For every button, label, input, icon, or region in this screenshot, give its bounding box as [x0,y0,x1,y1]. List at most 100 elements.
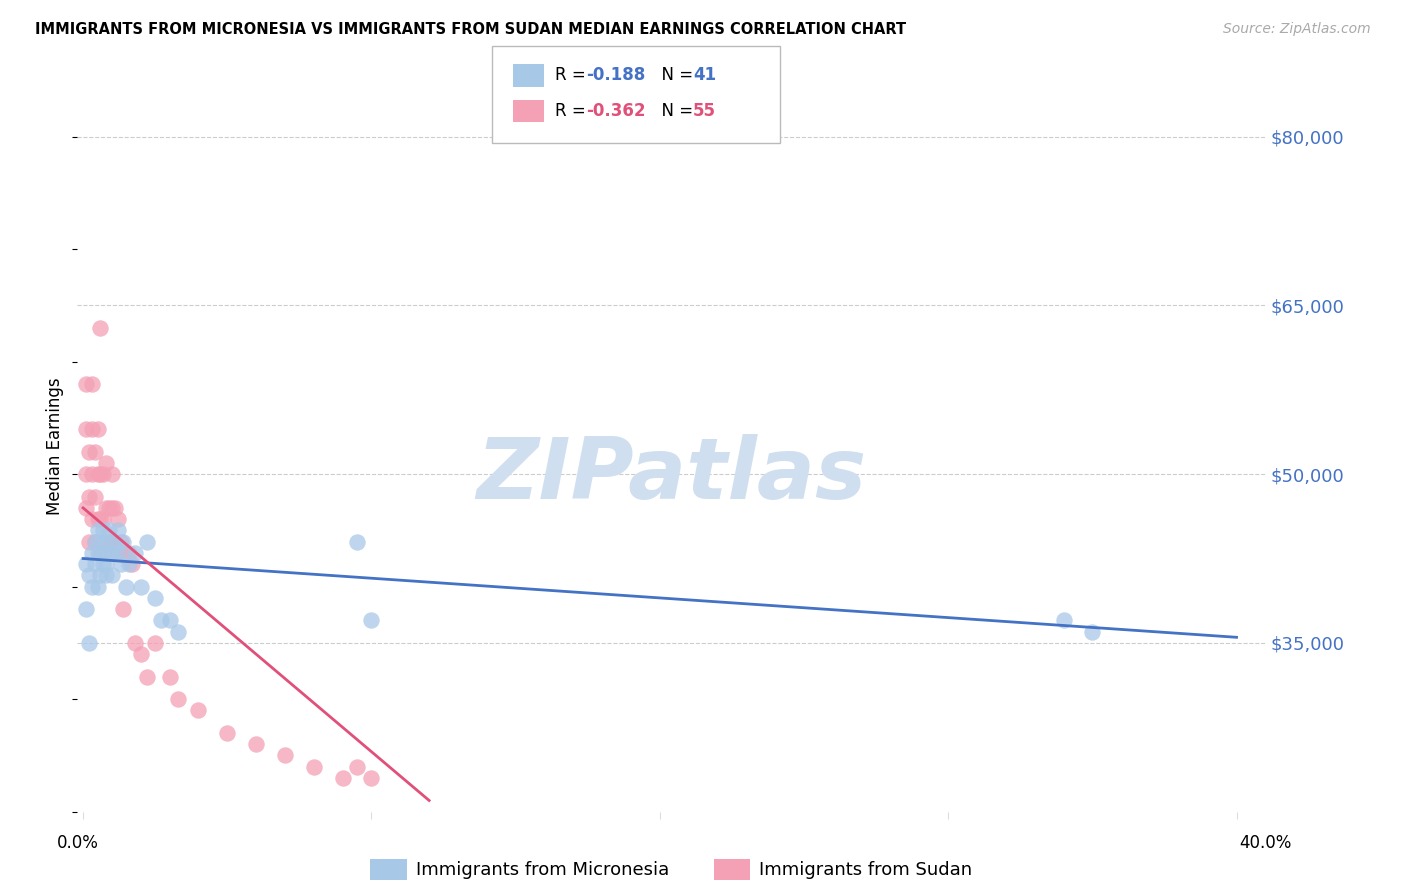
Point [75,467,97,482]
Point [80,580,103,594]
Point [89,568,111,582]
Point [83,534,105,549]
Point [332,771,354,785]
Point [112,602,135,616]
Point [167,692,190,706]
Point [91,512,114,526]
Point [77,444,100,458]
Point [124,546,146,560]
Point [101,500,124,515]
Point [98,500,121,515]
Point [98,546,121,560]
Point [98,534,121,549]
Point [167,624,190,639]
Point [96,534,118,549]
Point [86,422,108,436]
Point [75,602,97,616]
Point [110,557,132,571]
Point [91,467,114,482]
Point [96,568,118,582]
Point [75,422,97,436]
Point [110,534,132,549]
Point [135,534,157,549]
Point [83,490,105,504]
Point [104,534,127,549]
Point [346,760,368,774]
Text: Source: ZipAtlas.com: Source: ZipAtlas.com [1223,22,1371,37]
Point [77,490,100,504]
Point [129,647,152,661]
Point [112,534,135,549]
Point [86,580,108,594]
Point [80,377,103,392]
Point [245,737,267,751]
Legend: Immigrants from Micronesia, Immigrants from Sudan: Immigrants from Micronesia, Immigrants f… [363,852,980,887]
Point [187,703,209,717]
Point [80,546,103,560]
Point [129,580,152,594]
Text: R =: R = [555,66,592,85]
Point [80,422,103,436]
Point [107,546,129,560]
Point [101,534,124,549]
Point [143,591,166,605]
Point [101,467,124,482]
Point [77,568,100,582]
Point [75,377,97,392]
Point [346,534,368,549]
Point [124,636,146,650]
Point [121,557,143,571]
Text: 41: 41 [693,66,716,85]
Point [101,568,124,582]
Point [159,614,181,628]
Text: -0.362: -0.362 [586,102,645,120]
Point [274,748,297,763]
Point [89,512,111,526]
Point [217,726,239,740]
Text: 0.0%: 0.0% [56,834,98,852]
Point [115,580,138,594]
Point [86,467,108,482]
Point [83,557,105,571]
Point [96,557,118,571]
Point [83,444,105,458]
Y-axis label: Median Earnings: Median Earnings [46,377,65,515]
Point [77,534,100,549]
Point [86,546,108,560]
Point [118,546,141,560]
Point [1081,624,1104,639]
Point [91,557,114,571]
Text: ZIPatlas: ZIPatlas [477,434,866,516]
Point [91,546,114,560]
Point [1052,614,1074,628]
Point [89,534,111,549]
Text: N =: N = [651,66,699,85]
Point [96,534,118,549]
Point [159,670,181,684]
Point [115,546,138,560]
Point [98,524,121,538]
Point [89,321,111,335]
Point [360,614,382,628]
Point [80,512,103,526]
Text: 40.0%: 40.0% [1239,834,1292,852]
Point [96,456,118,470]
Text: IMMIGRANTS FROM MICRONESIA VS IMMIGRANTS FROM SUDAN MEDIAN EARNINGS CORRELATION : IMMIGRANTS FROM MICRONESIA VS IMMIGRANTS… [35,22,907,37]
Point [104,534,127,549]
Point [107,512,129,526]
Point [107,546,129,560]
Point [80,467,103,482]
Point [118,557,141,571]
Text: R =: R = [555,102,592,120]
Text: -0.188: -0.188 [586,66,645,85]
Point [302,760,325,774]
Text: N =: N = [651,102,699,120]
Point [104,500,127,515]
Point [135,670,157,684]
Point [143,636,166,650]
Point [83,534,105,549]
Point [91,546,114,560]
Point [77,636,100,650]
Point [149,614,172,628]
Point [89,546,111,560]
